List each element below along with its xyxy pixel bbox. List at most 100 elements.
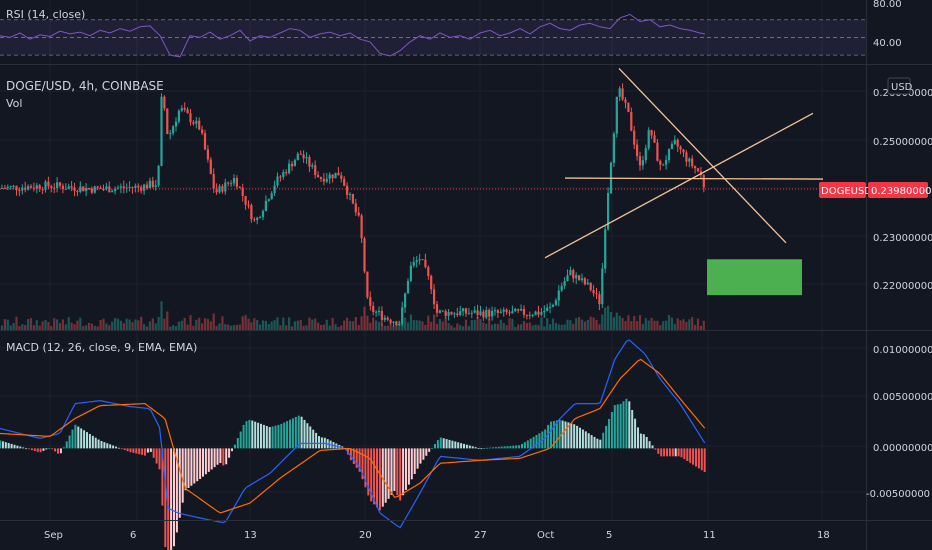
candle-body (421, 259, 424, 261)
candle-body (572, 270, 575, 279)
candle-body (438, 310, 441, 313)
candle-body (389, 319, 392, 323)
volume-bar (250, 322, 253, 330)
volume-bar (421, 321, 424, 330)
rsi-tick-label: 80.00 (873, 0, 902, 10)
macd-histogram-bar (494, 447, 497, 449)
candle-body (58, 182, 62, 186)
volume-bar (435, 323, 439, 330)
candle-body (151, 180, 154, 188)
volume-bar (557, 324, 560, 330)
macd-histogram-bar (370, 448, 373, 502)
candle-body (554, 300, 557, 305)
volume-bar (111, 321, 114, 330)
candle-body (76, 190, 79, 192)
candle-body (235, 178, 238, 187)
candle-body (592, 290, 595, 294)
time-tick-label: 6 (130, 530, 136, 541)
volume-bar (47, 321, 50, 330)
price-axis[interactable]: 0.26000000 0.25000000 0.23000000 0.22000… (819, 77, 932, 292)
candle-body (99, 187, 102, 189)
support-trendline[interactable] (544, 112, 814, 259)
candle-body (9, 186, 12, 188)
macd-histogram-bar (28, 448, 30, 450)
macd-histogram-bar (555, 420, 558, 449)
macd-histogram-bar (80, 428, 83, 449)
macd-histogram-bar (692, 448, 695, 465)
volume-bar (560, 324, 563, 330)
candle-body (325, 178, 328, 182)
candle-body (615, 96, 618, 134)
candle-body (618, 88, 621, 97)
volume-bar (357, 325, 360, 330)
macd-histogram-bar (155, 448, 158, 464)
volume-bar (586, 319, 589, 330)
volume-bar (563, 324, 566, 330)
volume-bar (328, 325, 331, 330)
volume-bar (612, 317, 615, 330)
macd-legend[interactable]: MACD (12, 26, close, 9, EMA, EMA) (6, 341, 198, 354)
candle-body (177, 110, 180, 122)
price-pane[interactable] (0, 68, 866, 330)
candle-body (131, 187, 134, 189)
volume-bar (29, 318, 33, 330)
candle-body (540, 312, 543, 315)
candle-body (505, 309, 508, 313)
macd-pane[interactable] (0, 339, 706, 550)
macd-histogram-bar (439, 437, 442, 449)
macd-histogram-bar (422, 448, 425, 460)
volume-bar (131, 322, 134, 330)
volume-bar (61, 319, 64, 330)
macd-histogram-bar (265, 425, 268, 449)
time-axis[interactable]: Sep 6 13 20 27 Oct 5 11 18 (44, 530, 830, 541)
volume-bar (412, 320, 415, 330)
candle-body (549, 306, 552, 308)
volume-legend[interactable]: Vol (6, 97, 23, 110)
horizontal-trendline[interactable] (564, 177, 824, 180)
macd-histogram-bar (390, 448, 393, 495)
target-zone-box[interactable] (707, 259, 802, 296)
candle-body (206, 149, 209, 160)
macd-histogram-bar (486, 447, 489, 449)
volume-bar (27, 318, 30, 330)
volume-bar (201, 323, 204, 330)
volume-bar (531, 325, 534, 330)
resistance-trendline[interactable] (618, 68, 787, 244)
macd-histogram-bar (132, 448, 135, 453)
candle-body (44, 181, 47, 190)
volume-bar (546, 317, 549, 330)
macd-histogram-bar (668, 448, 671, 457)
volume-bar (525, 323, 528, 330)
candle-body (435, 304, 439, 313)
candle-body (641, 160, 644, 166)
rsi-pane[interactable] (0, 13, 866, 58)
volume-bar (302, 325, 305, 330)
candle-body (61, 185, 64, 190)
candle-body (464, 308, 468, 314)
candle-body (29, 186, 33, 188)
candle-body (427, 266, 430, 276)
volume-bar (102, 318, 105, 330)
volume-bar (447, 323, 450, 330)
volume-bar (276, 317, 279, 330)
macd-histogram-bar (364, 448, 367, 488)
macd-tick-label: -0.00500000 (866, 489, 930, 500)
macd-histogram-bar (309, 426, 312, 449)
candle-body (621, 88, 624, 100)
rsi-legend[interactable]: RSI (14, close) (6, 8, 86, 21)
candle-body (241, 187, 244, 196)
candle-body (656, 142, 659, 161)
symbol-legend[interactable]: DOGE/USD, 4h, COINBASE (6, 79, 164, 93)
macd-histogram-bar (109, 444, 112, 449)
volume-bar (360, 316, 363, 330)
candle-body (467, 313, 470, 315)
candle-body (322, 178, 325, 182)
candle-body (116, 187, 120, 189)
macd-histogram-bar (457, 442, 460, 449)
macd-histogram-bar (671, 448, 674, 457)
macd-histogram-bar (677, 448, 680, 457)
candle-body (154, 185, 157, 188)
candle-body (166, 108, 169, 134)
macd-histogram-bar (700, 448, 703, 471)
